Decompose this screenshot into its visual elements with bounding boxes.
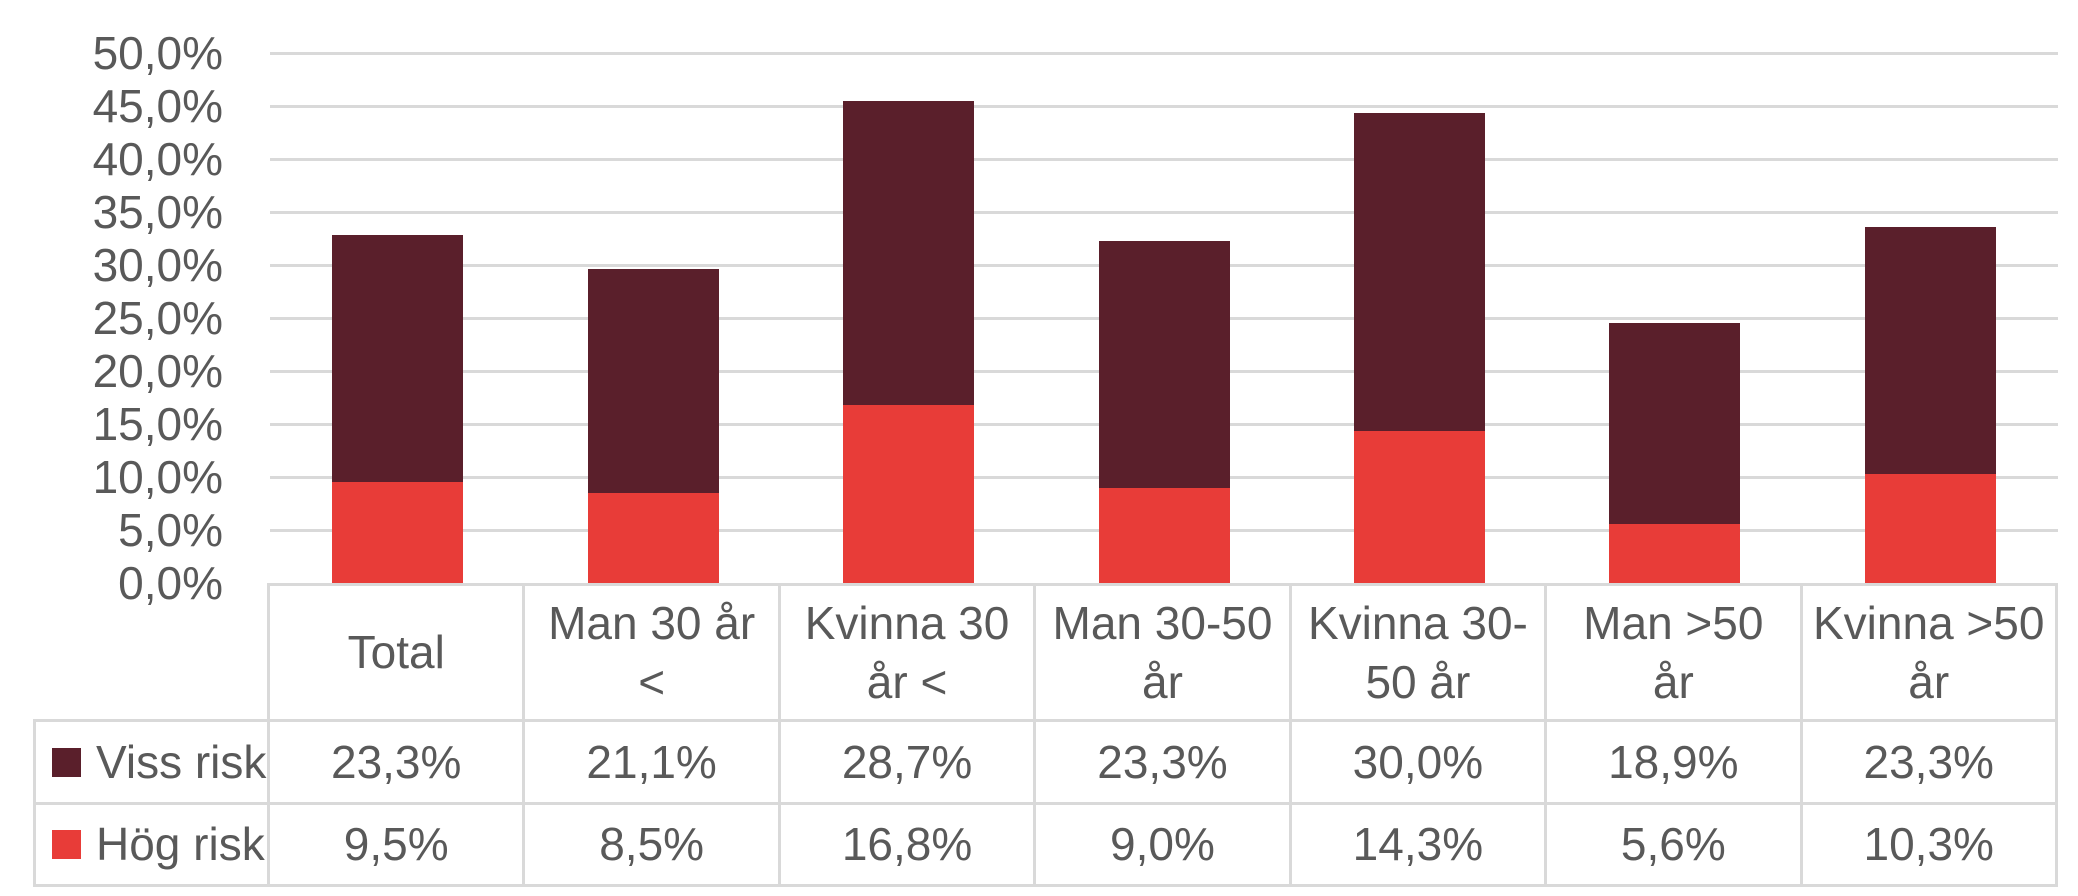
value-cell-viss-4: 23,3% [1036,722,1292,805]
y-axis-tick-label: 45,0% [92,80,223,132]
y-axis-tick-label: 5,0% [118,504,223,556]
value-cell-viss-5: 30,0% [1291,722,1548,805]
legend-key-cell-hog-risk: Hög risk [33,805,270,887]
hog-risk-legend-swatch [52,830,81,859]
table-header-cell-3: Kvinna 30 år < [780,583,1037,722]
y-axis-tick-label: 10,0% [92,451,223,503]
bar-segment-viss-risk-4 [1098,240,1230,488]
legend-series-name: Viss risk [96,735,267,788]
bar-segment-viss-risk-7 [1864,226,1996,474]
legend-key-cell-viss-risk: Viss risk [33,722,270,805]
value-cell-viss-7: 23,3% [1802,722,2058,805]
gridline [270,157,2058,161]
table-header-cell-1: Total [270,583,526,722]
gridline [270,51,2058,55]
y-axis-tick-label: 50,0% [92,27,223,79]
bar-segment-viss-risk-6 [1609,323,1741,524]
bar-segment-viss-risk-5 [1353,113,1485,432]
y-axis-tick-label: 25,0% [92,292,223,344]
value-cell-hog-2: 8,5% [525,805,781,887]
table-header-cell-5: Kvinna 30- 50 år [1291,583,1548,722]
value-cell-viss-6: 18,9% [1547,722,1803,805]
value-cell-hog-5: 14,3% [1291,805,1548,887]
bar-segment-hog-risk-6 [1609,523,1741,583]
y-axis-tick-label: 30,0% [92,239,223,291]
bar-segment-hog-risk-5 [1353,431,1485,583]
viss-risk-legend-swatch [52,747,81,777]
value-cell-hog-3: 16,8% [780,805,1037,887]
table-header-cell-6: Man >50 år [1547,583,1803,722]
y-axis-tick-label: 20,0% [92,345,223,397]
bar-segment-hog-risk-3 [843,404,975,583]
gridline [270,210,2058,214]
value-cell-hog-1: 9,5% [270,805,526,887]
value-cell-hog-4: 9,0% [1036,805,1292,887]
legend-series-name: Hög risk [96,818,265,871]
bar-segment-hog-risk-2 [587,492,719,583]
y-axis-tick-label: 0,0% [118,557,223,609]
bar-segment-viss-risk-1 [332,235,464,483]
bar-segment-hog-risk-4 [1098,487,1230,583]
value-cell-viss-1: 23,3% [270,722,526,805]
bar-segment-viss-risk-3 [843,100,975,405]
y-axis-tick-label: 40,0% [92,133,223,185]
value-cell-hog-7: 10,3% [1802,805,2058,887]
table-header-cell-7: Kvinna >50 år [1802,583,2058,722]
gridline [270,104,2058,108]
bar-segment-viss-risk-2 [587,269,719,493]
table-header-cell-4: Man 30-50 år [1036,583,1292,722]
bar-segment-hog-risk-1 [332,482,464,583]
table-stub-cell [33,583,270,722]
y-axis-tick-label: 35,0% [92,186,223,238]
value-cell-hog-6: 5,6% [1547,805,1803,887]
value-cell-viss-2: 21,1% [525,722,781,805]
table-header-cell-2: Man 30 år < [525,583,781,722]
value-cell-viss-3: 28,7% [780,722,1037,805]
y-axis-tick-label: 15,0% [92,398,223,450]
data-table: Total Man 30 år < Kvinna 30 år < Man 30-50 … [33,583,2058,887]
bar-segment-hog-risk-7 [1864,473,1996,583]
